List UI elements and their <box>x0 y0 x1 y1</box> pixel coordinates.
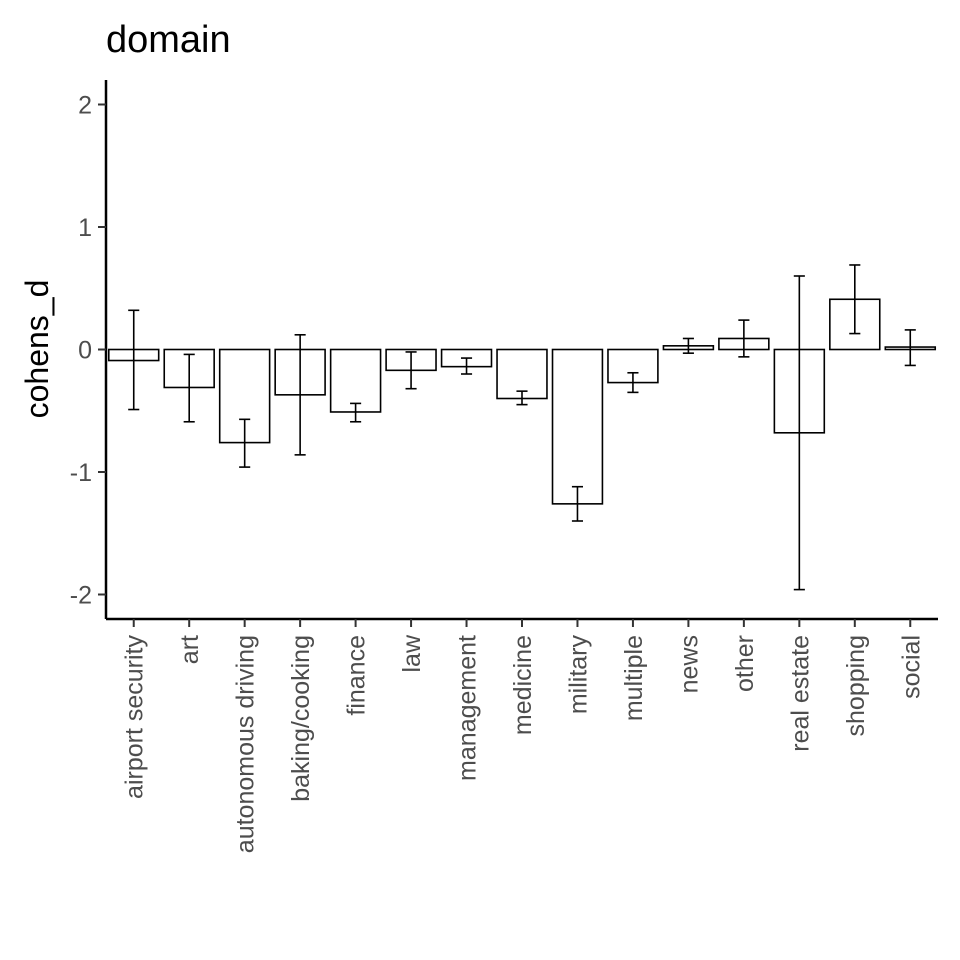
x-tick-label: finance <box>343 635 371 716</box>
x-tick-label: shopping <box>842 635 870 736</box>
y-axis-label: cohens_d <box>19 280 55 419</box>
error-bar-10 <box>682 337 694 354</box>
error-bar-2 <box>239 418 251 468</box>
error-bar-8 <box>571 485 584 522</box>
error-bar-4 <box>350 402 362 423</box>
x-tick-label: multiple <box>620 635 648 721</box>
y-tick-label: -2 <box>70 582 92 610</box>
error-bar-1 <box>183 353 195 423</box>
error-bar-12 <box>793 275 805 591</box>
chart-title: domain <box>106 19 231 61</box>
x-tick-label: medicine <box>509 635 537 735</box>
x-tick-label: baking/cooking <box>287 635 315 802</box>
error-bar-14 <box>904 329 916 367</box>
bar-8 <box>551 348 604 505</box>
y-tick-label: 1 <box>78 214 92 242</box>
x-tick-label: real estate <box>786 635 814 752</box>
x-tick-label: social <box>897 635 925 699</box>
x-tick-label: other <box>731 635 759 692</box>
error-bar-6 <box>460 357 473 375</box>
error-bar-9 <box>627 371 639 394</box>
error-bar-11 <box>738 319 750 358</box>
error-bar-5 <box>405 351 417 390</box>
x-tick-label: airport security <box>121 635 149 799</box>
x-tick-label: law <box>398 634 426 672</box>
y-tick-label: 0 <box>78 337 92 365</box>
error-bar-3 <box>294 333 306 456</box>
error-bar-0 <box>128 309 140 411</box>
error-bars-group <box>128 264 916 591</box>
error-bar-13 <box>849 264 861 335</box>
x-ticks-group: airport security art autonomous driving bak… <box>121 619 925 853</box>
x-tick-label: autonomous driving <box>232 635 260 853</box>
y-ticks-group: -2 -1 0 1 2 <box>70 92 106 610</box>
error-bar-7 <box>516 390 528 406</box>
bar-4 <box>329 348 382 413</box>
x-tick-label: military <box>564 635 592 715</box>
x-tick-label: art <box>176 635 204 664</box>
y-tick-label: 2 <box>78 92 92 120</box>
bar-7 <box>496 348 548 400</box>
x-tick-label: management <box>454 635 482 781</box>
y-tick-label: -1 <box>70 459 92 487</box>
x-tick-label: news <box>675 635 703 693</box>
